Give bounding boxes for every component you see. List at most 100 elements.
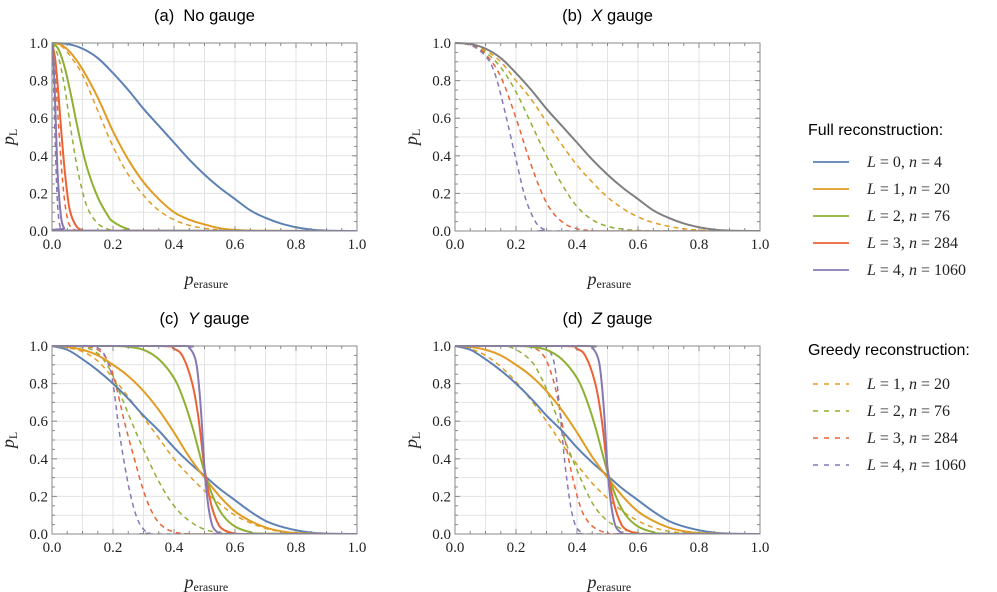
- y-tick-label: 0.4: [432, 452, 451, 468]
- legend-item-full: L = 2, n = 76: [813, 208, 950, 225]
- legend-title-greedy: Greedy reconstruction:: [808, 342, 970, 359]
- x-tick-label: 0.2: [507, 237, 526, 253]
- panel-title-prefix: (c): [160, 310, 188, 328]
- y-tick-label: 0.8: [432, 377, 451, 393]
- x-axis-label: perasure: [183, 269, 229, 291]
- x-tick-label: 0.2: [104, 237, 123, 253]
- y-tick-label: 1.0: [432, 339, 451, 355]
- series-line: [52, 345, 357, 534]
- x-tick-label: 0.0: [446, 540, 465, 556]
- panel-title-gauge: X: [590, 7, 603, 25]
- panel-title-rest: gauge: [602, 7, 652, 25]
- legend-label: L = 0, n = 4: [866, 154, 942, 171]
- series-line: [455, 345, 760, 534]
- panel-title-rest: gauge: [602, 310, 652, 328]
- series-line: [455, 42, 760, 231]
- panel-c: (c) Y gauge 0.0 0.2 0.4 0.6 0.8 1.0 0.0 0.2 0.4 0.…: [0, 310, 366, 592]
- x-axis-label: perasure: [586, 572, 632, 592]
- panel-title-rest: No gauge: [183, 7, 255, 25]
- y-axis-label: pL: [0, 432, 20, 450]
- y-tick-label: 0.6: [29, 414, 48, 430]
- legend-title-full: Full reconstruction:: [808, 122, 943, 139]
- panel-title: (b) X gauge: [562, 7, 653, 25]
- series-line: [52, 42, 357, 231]
- x-axis-label: perasure: [183, 572, 229, 592]
- panel-title-gauge: Y: [188, 310, 200, 328]
- x-tick-label: 0.8: [287, 237, 306, 253]
- legend-item-full: L = 4, n = 1060: [813, 262, 966, 279]
- y-tick-label: 0.8: [29, 377, 48, 393]
- x-tick-label: 0.0: [43, 540, 62, 556]
- x-tick-label: 0.8: [287, 540, 306, 556]
- y-tick-label: 0.6: [432, 111, 451, 127]
- y-tick-label: 1.0: [29, 339, 48, 355]
- x-tick-label: 0.0: [446, 237, 465, 253]
- y-tick-label: 0.8: [29, 74, 48, 90]
- y-tick-label: 0.4: [29, 452, 48, 468]
- x-tick-label: 0.6: [226, 540, 245, 556]
- legend-item-full: L = 1, n = 20: [813, 181, 950, 198]
- y-tick-label: 0.0: [29, 527, 48, 543]
- legend-item-full: L = 3, n = 284: [813, 235, 958, 252]
- x-tick-label: 0.8: [690, 540, 709, 556]
- x-tick-label: 0.4: [165, 237, 184, 253]
- legend-item-greedy: L = 4, n = 1060: [813, 457, 966, 474]
- y-tick-label: 0.2: [432, 489, 451, 505]
- x-axis-label: perasure: [586, 269, 632, 291]
- x-tick-label: 0.6: [629, 237, 648, 253]
- series-line: [52, 345, 357, 534]
- y-tick-label: 0.0: [432, 527, 451, 543]
- legend-label: L = 3, n = 284: [866, 430, 958, 447]
- x-tick-label: 1.0: [348, 540, 367, 556]
- legend-label: L = 1, n = 20: [866, 181, 950, 198]
- panel-title-prefix: (b): [562, 7, 591, 25]
- x-tick-label: 0.0: [43, 237, 62, 253]
- y-tick-label: 0.2: [29, 489, 48, 505]
- series-line: [52, 345, 357, 534]
- panel-title-gauge: Z: [591, 310, 603, 328]
- series-line: [52, 345, 357, 534]
- legend-label: L = 2, n = 76: [866, 403, 950, 420]
- panel-title: (a) No gauge: [154, 7, 255, 25]
- y-tick-label: 1.0: [432, 36, 451, 52]
- y-tick-label: 0.2: [29, 186, 48, 202]
- series-line: [455, 345, 760, 534]
- panel-title: (c) Y gauge: [160, 310, 250, 328]
- x-tick-label: 1.0: [751, 237, 770, 253]
- y-tick-label: 1.0: [29, 36, 48, 52]
- y-tick-label: 0.8: [432, 74, 451, 90]
- x-tick-label: 0.6: [629, 540, 648, 556]
- legend-label: L = 4, n = 1060: [866, 262, 966, 279]
- y-tick-label: 0.6: [29, 111, 48, 127]
- y-tick-label: 0.2: [432, 186, 451, 202]
- y-tick-label: 0.6: [432, 414, 451, 430]
- x-tick-label: 0.4: [568, 237, 587, 253]
- x-tick-label: 0.4: [165, 540, 184, 556]
- panel-title: (d) Z gauge: [563, 310, 653, 328]
- y-tick-label: 0.0: [432, 224, 451, 240]
- legend-label: L = 2, n = 76: [866, 208, 950, 225]
- legend-item-greedy: L = 2, n = 76: [813, 403, 950, 420]
- legend-item-greedy: L = 3, n = 284: [813, 430, 958, 447]
- series-line: [52, 42, 357, 231]
- y-tick-label: 0.4: [29, 149, 48, 165]
- y-axis-label: pL: [401, 432, 423, 450]
- x-tick-label: 0.2: [507, 540, 526, 556]
- legend-item-greedy: L = 1, n = 20: [813, 376, 950, 393]
- panels: (a) No gauge 0.0 0.2 0.4 0.6 0.8 1.0 0.0 0.2 0.4 0…: [0, 7, 769, 592]
- x-tick-label: 0.2: [104, 540, 123, 556]
- x-tick-label: 1.0: [751, 540, 770, 556]
- y-tick-label: 0.0: [29, 224, 48, 240]
- y-axis-label: pL: [0, 129, 20, 147]
- y-axis-label: pL: [401, 129, 423, 147]
- panel-b: (b) X gauge 0.0 0.2 0.4 0.6 0.8 1.0 0.0 0.2 0.4 0.…: [401, 7, 769, 291]
- y-tick-label: 0.4: [432, 149, 451, 165]
- panel-a: (a) No gauge 0.0 0.2 0.4 0.6 0.8 1.0 0.0 0.2 0.4 0…: [0, 7, 366, 291]
- legend-label: L = 4, n = 1060: [866, 457, 966, 474]
- x-tick-label: 1.0: [348, 237, 367, 253]
- panel-title-prefix: (a): [154, 7, 183, 25]
- legend-item-full: L = 0, n = 4: [813, 154, 942, 171]
- legend-label: L = 3, n = 284: [866, 235, 958, 252]
- legend-label: L = 1, n = 20: [866, 376, 950, 393]
